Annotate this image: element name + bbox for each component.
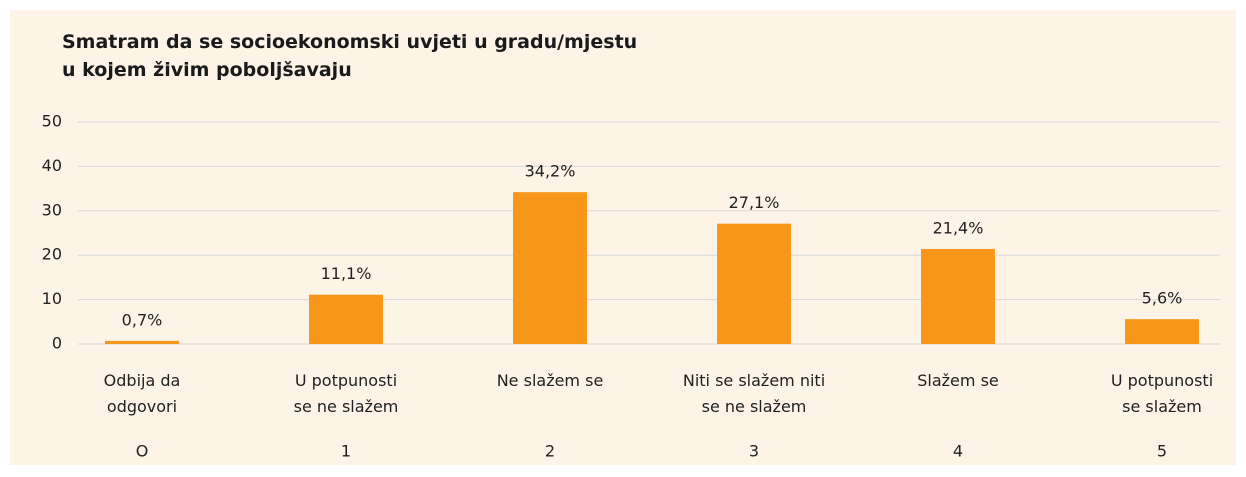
data-label: 5,6% xyxy=(1142,289,1183,308)
x-tick-label: U potpunosti se ne slažem xyxy=(293,371,399,416)
x-code-label: 2 xyxy=(545,442,555,461)
y-tick-label: 50 xyxy=(42,112,62,131)
y-tick-label: 20 xyxy=(42,245,62,264)
x-tick-label: Ne slažem se xyxy=(496,371,604,390)
data-label: 21,4% xyxy=(933,218,984,237)
x-tick-label: Odbija da odgovori xyxy=(103,371,181,416)
bar xyxy=(105,340,179,344)
x-code-label: 5 xyxy=(1157,442,1167,461)
x-tick-label: Slažem se xyxy=(917,371,999,390)
x-code-label: 4 xyxy=(953,442,963,461)
data-label: 34,2% xyxy=(525,162,576,181)
chart-background xyxy=(10,10,1236,465)
y-tick-label: 40 xyxy=(42,156,62,175)
x-code-label: 3 xyxy=(749,442,759,461)
data-label: 11,1% xyxy=(321,264,372,283)
x-code-label: 1 xyxy=(341,442,351,461)
y-tick-label: 30 xyxy=(42,200,62,219)
bar xyxy=(309,294,383,344)
data-label: 27,1% xyxy=(729,193,780,212)
bar xyxy=(717,223,791,344)
bar xyxy=(1125,319,1199,344)
y-tick-label: 10 xyxy=(42,289,62,308)
bar xyxy=(513,192,587,344)
y-tick-label: 0 xyxy=(52,334,62,353)
data-label: 0,7% xyxy=(122,310,163,329)
chart-title: Smatram da se socioekonomski uvjeti u gr… xyxy=(62,31,638,81)
x-code-label: O xyxy=(136,442,149,461)
bar xyxy=(921,248,995,344)
x-tick-label: U potpunosti se slažem xyxy=(1110,371,1214,416)
x-tick-label: Niti se slažem niti se ne slažem xyxy=(682,371,826,416)
